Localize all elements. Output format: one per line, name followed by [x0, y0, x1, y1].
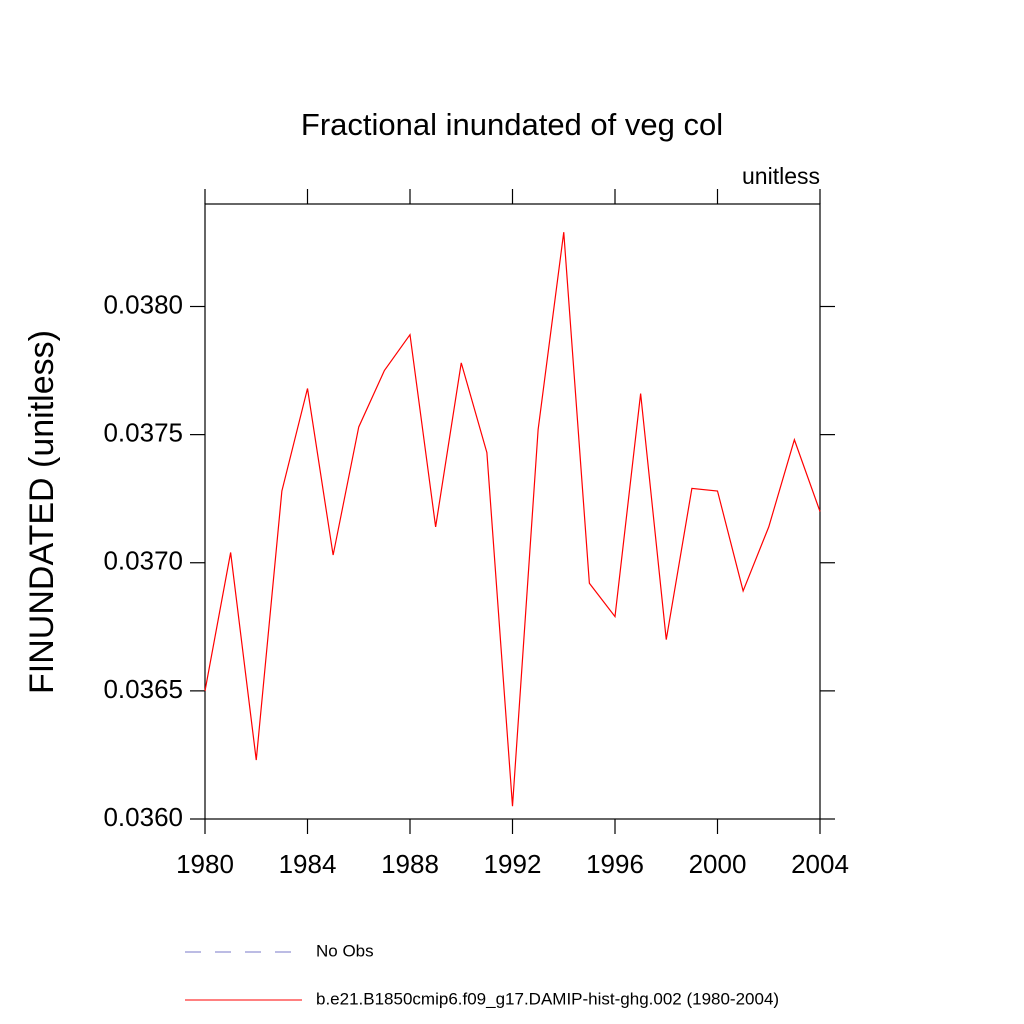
y-tick-label: 0.0360	[103, 802, 183, 832]
chart-subtitle: unitless	[742, 163, 820, 189]
chart-title: Fractional inundated of veg col	[301, 107, 723, 142]
x-tick-label: 1980	[176, 849, 234, 879]
x-tick-label: 1984	[279, 849, 337, 879]
y-tick-label: 0.0365	[103, 674, 183, 704]
y-tick-label: 0.0380	[103, 289, 183, 319]
legend-label: No Obs	[316, 941, 374, 960]
y-axis-label: FINUNDATED (unitless)	[23, 330, 61, 694]
x-tick-label: 1992	[484, 849, 542, 879]
x-tick-label: 2000	[689, 849, 747, 879]
data-line	[204, 232, 821, 807]
y-tick-label: 0.0370	[103, 546, 183, 576]
x-tick-label: 1988	[381, 849, 439, 879]
legend-label: b.e21.B1850cmip6.f09_g17.DAMIP-hist-ghg.…	[316, 989, 779, 1008]
y-tick-label: 0.0375	[103, 418, 183, 448]
x-tick-label: 2004	[791, 849, 849, 879]
x-tick-label: 1996	[586, 849, 644, 879]
plot-frame	[204, 203, 821, 820]
